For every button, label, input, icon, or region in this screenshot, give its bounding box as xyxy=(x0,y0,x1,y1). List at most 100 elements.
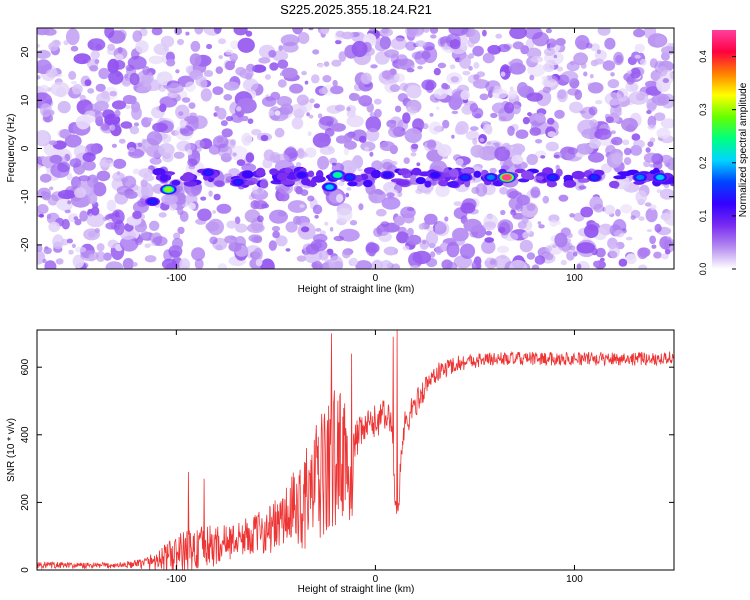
heatmap-noise-cell xyxy=(370,64,378,69)
heatmap-noise-cell xyxy=(510,209,517,216)
heatmap-noise-cell xyxy=(217,263,227,269)
heatmap-noise-cell xyxy=(320,28,330,35)
heatmap-noise-cell xyxy=(64,209,71,214)
heatmap-noise-cell xyxy=(622,139,630,146)
heatmap-band-cell xyxy=(577,178,590,183)
heatmap-noise-cell xyxy=(473,62,480,69)
heatmap-noise-cell xyxy=(93,177,98,183)
heatmap-noise-cell xyxy=(289,103,307,116)
heatmap-noise-cell xyxy=(524,28,543,40)
heatmap-noise-cell xyxy=(583,71,588,77)
heatmap-noise-cell xyxy=(643,152,660,163)
heatmap-noise-cell xyxy=(584,224,599,239)
heatmap-noise-cell xyxy=(213,28,222,34)
colorbar-tick-label: 0.0 xyxy=(698,263,708,276)
heatmap-noise-cell xyxy=(541,78,558,88)
heatmap-noise-cell xyxy=(179,258,191,269)
heatmap-noise-cell xyxy=(609,244,620,259)
heatmap-noise-cell xyxy=(109,124,116,131)
heatmap-noise-cell xyxy=(218,55,223,60)
heatmap-noise-cell xyxy=(228,241,242,252)
heatmap-noise-cell xyxy=(374,98,382,105)
heatmap-noise-cell xyxy=(610,130,616,135)
heatmap-noise-cell xyxy=(189,53,202,67)
heatmap-noise-cell xyxy=(384,49,399,58)
heatmap-noise-cell xyxy=(396,231,409,244)
heatmap-noise-cell xyxy=(114,54,124,61)
heatmap-noise-cell xyxy=(335,193,344,203)
heatmap-noise-cell xyxy=(82,160,96,171)
heatmap-noise-cell xyxy=(308,28,314,31)
heatmap-band-cell xyxy=(668,176,674,184)
heatmap-noise-cell xyxy=(604,37,616,50)
heatmap-noise-cell xyxy=(61,218,70,230)
heatmap-x-ticks: -100 0 100 xyxy=(166,28,583,284)
heatmap-noise-cell xyxy=(132,30,143,43)
heatmap-noise-cell xyxy=(104,28,115,39)
heatmap-band-cell xyxy=(395,180,410,186)
heatmap-noise-cell xyxy=(296,94,309,106)
heatmap-noise-cell xyxy=(78,175,91,182)
heatmap-noise-cell xyxy=(94,59,100,64)
heatmap-noise-cell xyxy=(589,74,594,79)
heatmap-noise-cell xyxy=(633,28,645,38)
heatmap-noise-cell xyxy=(593,203,604,213)
heatmap-noise-cell xyxy=(337,180,345,187)
heatmap-noise-cell xyxy=(268,49,277,58)
heatmap-band-cell xyxy=(571,170,586,180)
heatmap-noise-cell xyxy=(116,185,132,196)
heatmap-noise-cell xyxy=(630,67,641,79)
heatmap-noise-cell xyxy=(177,38,184,46)
heatmap-noise-cell xyxy=(277,79,287,88)
heatmap-noise-cell xyxy=(48,221,60,233)
heatmap-noise-cell xyxy=(334,30,345,41)
heatmap-noise-cell xyxy=(595,247,606,258)
heatmap-noise-cell xyxy=(409,265,420,269)
heatmap-noise-cell xyxy=(430,34,437,39)
heatmap-noise-cell xyxy=(91,206,100,216)
heatmap-noise-cell xyxy=(540,155,546,159)
heatmap-noise-cell xyxy=(600,257,605,262)
heatmap-noise-cell xyxy=(253,247,263,261)
heatmap-noise-cell xyxy=(251,185,265,195)
heatmap-noise-cell xyxy=(433,67,441,76)
heatmap-noise-cell xyxy=(529,127,542,136)
heatmap-noise-cell xyxy=(141,182,154,200)
colorbar-gradient xyxy=(712,30,736,269)
heatmap-band-cell xyxy=(284,167,291,174)
heatmap-peak xyxy=(298,172,306,178)
heatmap-noise-cell xyxy=(37,28,50,36)
heatmap-noise-cell xyxy=(200,196,207,201)
heatmap-band-cell xyxy=(460,168,475,174)
heatmap-noise-cell xyxy=(37,49,51,59)
heatmap-noise-cell xyxy=(94,110,104,121)
heatmap-noise-cell xyxy=(140,230,150,240)
heatmap-noise-cell xyxy=(596,49,602,55)
heatmap-noise-cell xyxy=(70,193,91,208)
heatmap-noise-cell xyxy=(373,227,383,237)
heatmap-noise-cell xyxy=(264,74,271,80)
heatmap-noise-cell xyxy=(149,220,160,231)
heatmap-noise-cell xyxy=(200,88,212,102)
heatmap-noise-cell xyxy=(390,78,398,83)
heatmap-noise-cell xyxy=(66,238,73,244)
heatmap-noise-cell xyxy=(472,45,484,57)
heatmap-noise-cell xyxy=(132,168,140,175)
heatmap-noise-cell xyxy=(338,228,360,242)
heatmap-noise-cell xyxy=(507,125,515,136)
heatmap-noise-cell xyxy=(567,232,573,239)
heatmap-noise-cell xyxy=(494,142,500,148)
heatmap-peak xyxy=(204,170,212,176)
heatmap-noise-cell xyxy=(497,245,510,254)
heatmap-noise-cell xyxy=(315,228,322,232)
heatmap-band-cell xyxy=(424,180,432,188)
heatmap-noise-cell xyxy=(225,49,234,56)
heatmap-noise-cell xyxy=(661,93,674,109)
heatmap-noise-cell xyxy=(647,124,656,130)
heatmap-noise-cell xyxy=(287,200,307,213)
heatmap-noise-cell xyxy=(416,162,421,167)
heatmap-band-cell xyxy=(276,172,289,181)
heatmap-noise-cell xyxy=(365,128,380,142)
heatmap-noise-cell xyxy=(386,192,395,198)
heatmap-noise-cell xyxy=(504,102,514,114)
